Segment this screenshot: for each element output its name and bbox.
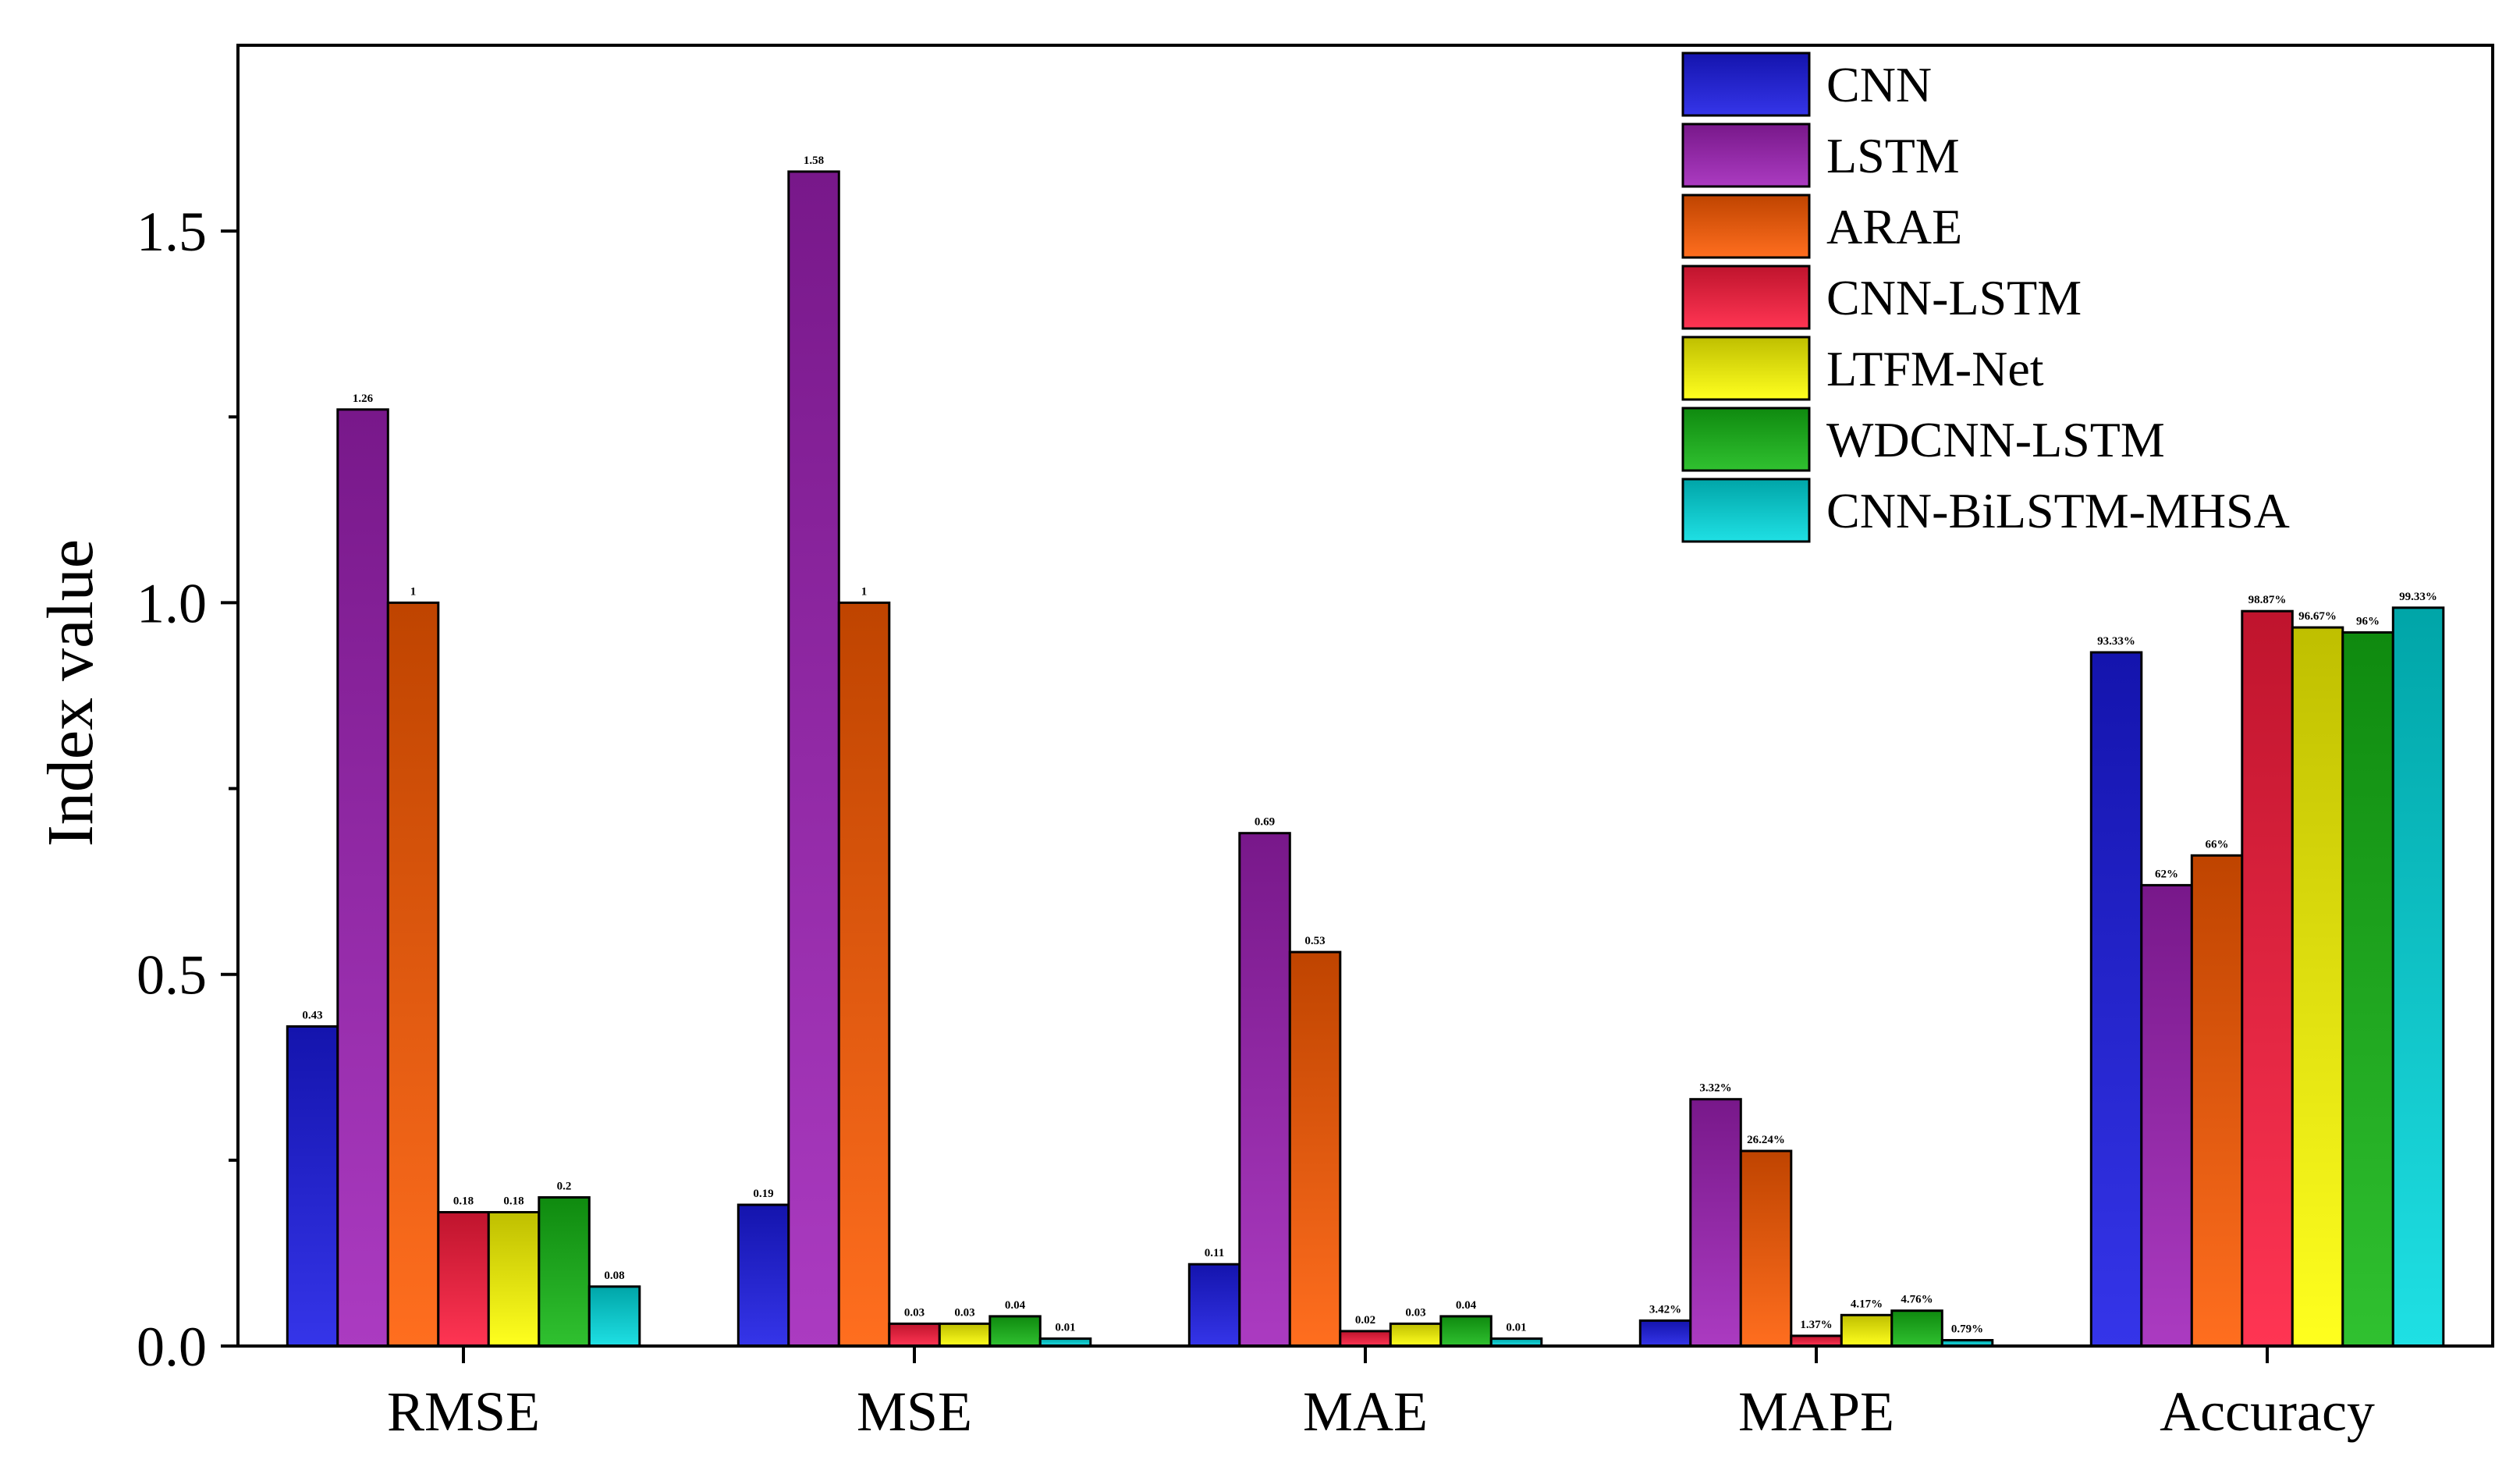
bar-accuracy-ltfm-net — [2291, 626, 2344, 1348]
data-label-mape-ltfm-net: 4.17% — [1851, 1298, 1883, 1310]
data-label-accuracy-ltfm-net: 96.67% — [2298, 610, 2337, 623]
y-axis-label: Index value — [34, 539, 107, 847]
legend-swatch-cnn-bilstm-mhsa — [1681, 478, 1811, 543]
data-labels: 0.43 1.26 1 0.18 0.18 0.2 0.08 0.19 1.58 1 0.03 0.0… — [302, 155, 2437, 1336]
legend-label-ltfm-net: LTFM-Net — [1826, 341, 2044, 396]
data-label-rmse-ltfm-net: 0.18 — [503, 1195, 524, 1208]
legend-swatch-cnn-lstm — [1681, 265, 1811, 330]
data-label-mse-lstm: 1.58 — [804, 155, 824, 167]
bar-mae-cnn — [1187, 1263, 1241, 1348]
y-tick-label: 1.0 — [137, 572, 207, 634]
data-label-mae-lstm: 0.69 — [1255, 816, 1275, 829]
bars — [286, 170, 2445, 1348]
x-tick-label-rmse: RMSE — [387, 1380, 540, 1443]
x-tick-label-accuracy: Accuracy — [2160, 1380, 2375, 1443]
data-label-accuracy-arae: 66% — [2206, 838, 2229, 851]
legend-swatch-cnn — [1681, 52, 1811, 117]
data-label-mape-wdcnn-lstm: 4.76% — [1901, 1294, 1933, 1306]
bar-mae-arae — [1288, 950, 1342, 1348]
bar-rmse-ltfm-net — [487, 1211, 541, 1348]
bar-mse-cnn — [736, 1203, 790, 1348]
data-label-mae-ltfm-net: 0.03 — [1405, 1306, 1425, 1319]
legend-label-lstm: LSTM — [1826, 128, 1960, 183]
data-label-mse-cnn-lstm: 0.03 — [904, 1306, 925, 1319]
legend-swatch-ltfm-net — [1681, 336, 1811, 401]
legend-label-cnn: CNN — [1826, 57, 1932, 112]
data-label-rmse-lstm: 1.26 — [353, 392, 374, 405]
data-label-mae-wdcnn-lstm: 0.04 — [1456, 1299, 1477, 1312]
bar-mape-cnn — [1638, 1319, 1692, 1348]
x-tick-label-mse: MSE — [857, 1380, 972, 1443]
legend-swatch-arae — [1681, 194, 1811, 259]
bar-rmse-lstm — [336, 408, 389, 1348]
bar-mape-lstm — [1689, 1098, 1742, 1348]
bar-accuracy-wdcnn-lstm — [2341, 631, 2394, 1348]
bar-mae-lstm — [1238, 832, 1291, 1348]
axes: 0.0 0.5 1.0 1.5 RMSE MSE MAE MAPE Accuracy — [137, 44, 2494, 1443]
data-label-mse-ltfm-net: 0.03 — [954, 1306, 974, 1319]
bar-mse-cnn-lstm — [888, 1322, 941, 1348]
data-label-mape-cnn: 3.42% — [1649, 1303, 1681, 1316]
bar-mse-lstm — [787, 170, 840, 1348]
data-label-mape-cnn-bilstm-mhsa: 0.79% — [1951, 1323, 1983, 1336]
data-label-accuracy-cnn: 93.33% — [2097, 635, 2135, 648]
data-label-rmse-cnn-bilstm-mhsa: 0.08 — [604, 1270, 624, 1282]
data-label-mse-arae: 1 — [861, 585, 868, 598]
bar-mae-cnn-lstm — [1339, 1330, 1392, 1348]
legend-swatch-lstm — [1681, 123, 1811, 188]
bar-mape-ltfm-net — [1840, 1313, 1894, 1348]
data-label-mse-cnn: 0.19 — [753, 1188, 773, 1200]
data-label-rmse-arae: 1 — [410, 585, 417, 598]
bar-mse-arae — [837, 601, 891, 1348]
bar-mape-arae — [1739, 1149, 1793, 1348]
y-tick-label: 0.5 — [137, 944, 207, 1007]
data-label-accuracy-wdcnn-lstm: 96% — [2356, 616, 2380, 628]
bar-accuracy-arae — [2190, 854, 2244, 1348]
y-tick-label: 1.5 — [137, 201, 207, 263]
legend-label-cnn-bilstm-mhsa: CNN-BiLSTM-MHSA — [1826, 483, 2290, 538]
data-label-rmse-cnn: 0.43 — [302, 1009, 322, 1021]
bar-mae-ltfm-net — [1389, 1322, 1443, 1348]
data-label-rmse-wdcnn-lstm: 0.2 — [557, 1181, 572, 1193]
bar-rmse-arae — [386, 601, 440, 1348]
bar-rmse-wdcnn-lstm — [538, 1196, 591, 1348]
bar-rmse-cnn-lstm — [437, 1211, 490, 1348]
legend-swatch-wdcnn-lstm — [1681, 407, 1811, 472]
bar-rmse-cnn — [286, 1025, 339, 1348]
data-label-accuracy-cnn-bilstm-mhsa: 99.33% — [2399, 591, 2437, 603]
legend-label-cnn-lstm: CNN-LSTM — [1826, 270, 2082, 325]
bar-accuracy-cnn-bilstm-mhsa — [2391, 606, 2445, 1348]
data-label-rmse-cnn-lstm: 0.18 — [453, 1195, 474, 1208]
data-label-mae-cnn-bilstm-mhsa: 0.01 — [1506, 1322, 1526, 1334]
data-label-mse-wdcnn-lstm: 0.04 — [1005, 1299, 1026, 1312]
data-label-accuracy-lstm: 62% — [2155, 868, 2178, 880]
bar-mse-ltfm-net — [938, 1322, 992, 1348]
x-tick-label-mape: MAPE — [1738, 1380, 1894, 1443]
bar-mae-wdcnn-lstm — [1439, 1315, 1492, 1348]
y-tick-label: 0.0 — [137, 1316, 207, 1378]
bar-rmse-cnn-bilstm-mhsa — [587, 1285, 641, 1348]
data-label-accuracy-cnn-lstm: 98.87% — [2248, 594, 2287, 606]
data-label-mse-cnn-bilstm-mhsa: 0.01 — [1055, 1322, 1075, 1334]
bar-accuracy-cnn — [2089, 651, 2143, 1348]
bar-mse-wdcnn-lstm — [988, 1315, 1042, 1348]
x-tick-label-mae: MAE — [1303, 1380, 1428, 1443]
bar-accuracy-lstm — [2140, 883, 2193, 1348]
legend-label-arae: ARAE — [1826, 199, 1962, 254]
data-label-mae-cnn: 0.11 — [1205, 1247, 1224, 1259]
data-label-mape-cnn-lstm: 1.37% — [1800, 1319, 1832, 1331]
bar-accuracy-cnn-lstm — [2241, 609, 2294, 1348]
legend-label-wdcnn-lstm: WDCNN-LSTM — [1826, 412, 2165, 467]
data-label-mae-cnn-lstm: 0.02 — [1355, 1314, 1375, 1327]
data-label-mape-arae: 26.24% — [1747, 1134, 1785, 1146]
bar-mape-wdcnn-lstm — [1890, 1309, 1943, 1348]
data-label-mape-lstm: 3.32% — [1699, 1082, 1731, 1095]
data-label-mae-arae: 0.53 — [1304, 935, 1325, 947]
legend: CNN LSTM ARAE CNN-LSTM LTFM-Net WDCNN-LSTM CNN… — [1681, 52, 2290, 543]
